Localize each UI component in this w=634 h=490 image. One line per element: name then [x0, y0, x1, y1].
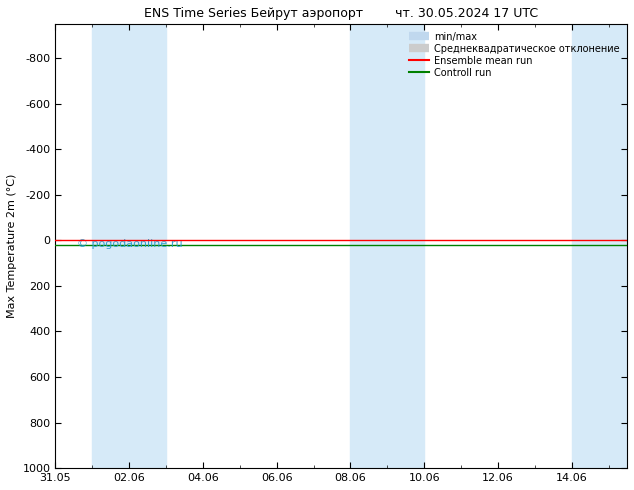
Bar: [387, 24, 424, 468]
Legend: min/max, Среднеквадратическое отклонение, Ensemble mean run, Controll run: min/max, Среднеквадратическое отклонение…: [406, 29, 622, 80]
Y-axis label: Max Temperature 2m (°C): Max Temperature 2m (°C): [7, 174, 17, 318]
Bar: [129, 24, 166, 468]
Text: © pogodaonline.ru: © pogodaonline.ru: [77, 239, 183, 249]
Bar: [572, 24, 627, 468]
Bar: [92, 24, 129, 468]
Bar: [351, 24, 387, 468]
Title: ENS Time Series Бейрут аэропорт        чт. 30.05.2024 17 UTC: ENS Time Series Бейрут аэропорт чт. 30.0…: [144, 7, 538, 20]
